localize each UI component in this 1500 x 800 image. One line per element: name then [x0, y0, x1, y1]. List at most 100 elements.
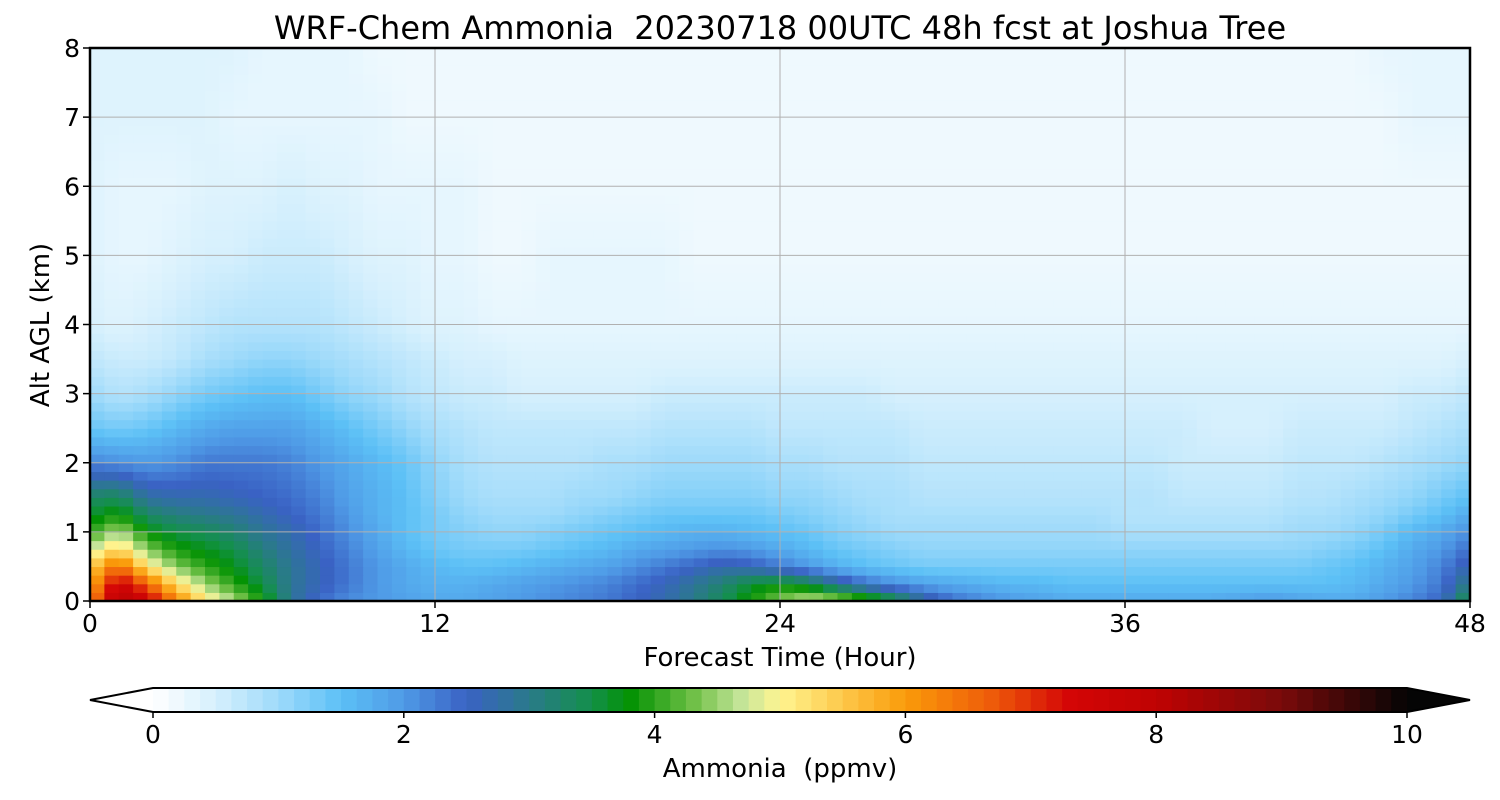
heatmap-cell: [1038, 488, 1054, 498]
heatmap-cell: [190, 384, 206, 395]
heatmap-cell: [564, 315, 580, 326]
heatmap-cell: [1455, 333, 1470, 343]
heatmap-cell: [923, 505, 939, 516]
heatmap-cell: [1283, 523, 1299, 533]
heatmap-cell: [420, 238, 436, 248]
heatmap-cell: [176, 246, 192, 256]
heatmap-cell: [348, 445, 364, 455]
heatmap-cell: [866, 194, 882, 205]
heatmap-cell: [1096, 575, 1112, 585]
heatmap-cell: [938, 186, 954, 196]
heatmap-cell: [248, 194, 264, 205]
heatmap-cell: [1067, 531, 1083, 542]
heatmap-cell: [1355, 281, 1370, 291]
heatmap-cell: [1010, 471, 1025, 481]
heatmap-cell: [607, 307, 623, 317]
heatmap-cell: [291, 341, 307, 352]
heatmap-cell: [866, 454, 882, 464]
heatmap-cell: [1369, 540, 1385, 550]
heatmap-cell: [866, 376, 882, 386]
heatmap-cell: [219, 436, 235, 447]
heatmap-cell: [665, 376, 680, 386]
heatmap-cell: [938, 592, 954, 601]
heatmap-cell: [377, 307, 393, 317]
heatmap-cell: [1240, 367, 1255, 377]
heatmap-cell: [823, 436, 839, 447]
heatmap-cell: [578, 428, 594, 438]
heatmap-cell: [463, 341, 479, 352]
heatmap-cell: [492, 359, 508, 369]
heatmap-cell: [147, 220, 163, 231]
heatmap-cell: [1340, 203, 1356, 213]
heatmap-cell: [708, 549, 724, 559]
heatmap-cell: [305, 557, 321, 568]
heatmap-cell: [607, 462, 623, 472]
heatmap-cell: [262, 367, 278, 377]
heatmap-cell: [1254, 497, 1270, 507]
heatmap-cell: [578, 419, 594, 429]
heatmap-cell: [1010, 246, 1025, 256]
heatmap-cell: [435, 238, 450, 248]
heatmap-cell: [205, 583, 220, 593]
heatmap-cell: [176, 497, 192, 507]
heatmap-cell: [966, 341, 982, 352]
heatmap-cell: [305, 419, 321, 429]
heatmap-cell: [1110, 428, 1126, 438]
heatmap-cell: [463, 393, 479, 403]
heatmap-cell: [923, 203, 939, 213]
heatmap-cell: [708, 333, 724, 343]
heatmap-cell: [995, 186, 1011, 196]
heatmap-cell: [751, 376, 767, 386]
heatmap-cell: [449, 393, 465, 403]
heatmap-cell: [1369, 497, 1385, 507]
heatmap-cell: [1225, 384, 1241, 395]
heatmap-cell: [463, 212, 479, 222]
heatmap-cell: [1412, 566, 1428, 576]
heatmap-cell: [506, 531, 522, 542]
heatmap-cell: [1426, 436, 1442, 447]
heatmap-cell: [765, 523, 781, 533]
heatmap-cell: [578, 393, 594, 403]
heatmap-cell: [1225, 488, 1241, 498]
heatmap-cell: [492, 523, 508, 533]
heatmap-cell: [1153, 281, 1169, 291]
heatmap-cell: [938, 333, 954, 343]
heatmap-cell: [334, 488, 350, 498]
heatmap-cell: [535, 419, 551, 429]
heatmap-cell: [866, 281, 882, 291]
heatmap-cell: [449, 471, 465, 481]
heatmap-cell: [147, 229, 163, 239]
heatmap-cell: [1369, 229, 1385, 239]
heatmap-cell: [1081, 151, 1097, 161]
heatmap-cell: [1182, 315, 1198, 326]
heatmap-cell: [1125, 255, 1140, 265]
heatmap-cell: [607, 255, 623, 265]
heatmap-cell: [866, 402, 882, 412]
heatmap-cell: [1398, 445, 1414, 455]
heatmap-cell: [593, 384, 609, 395]
heatmap-cell: [578, 333, 594, 343]
heatmap-cell: [1053, 246, 1069, 256]
heatmap-cell: [1441, 523, 1457, 533]
heatmap-cell: [1441, 480, 1457, 490]
heatmap-cell: [506, 549, 522, 559]
heatmap-cell: [851, 566, 867, 576]
heatmap-cell: [981, 212, 997, 222]
heatmap-cell: [133, 428, 149, 438]
heatmap-cell: [1081, 341, 1097, 352]
heatmap-cell: [780, 324, 795, 334]
heatmap-cell: [1153, 298, 1169, 308]
heatmap-cell: [708, 514, 724, 524]
heatmap-cell: [808, 549, 824, 559]
heatmap-cell: [1340, 289, 1356, 300]
heatmap-cell: [650, 229, 666, 239]
heatmap-cell: [348, 462, 364, 472]
heatmap-cell: [636, 168, 652, 179]
heatmap-cell: [506, 350, 522, 360]
heatmap-cell: [621, 428, 637, 438]
heatmap-cell: [1398, 350, 1414, 360]
heatmap-cell: [133, 523, 149, 533]
heatmap-cell: [1038, 436, 1054, 447]
heatmap-cell: [607, 376, 623, 386]
heatmap-cell: [262, 315, 278, 326]
